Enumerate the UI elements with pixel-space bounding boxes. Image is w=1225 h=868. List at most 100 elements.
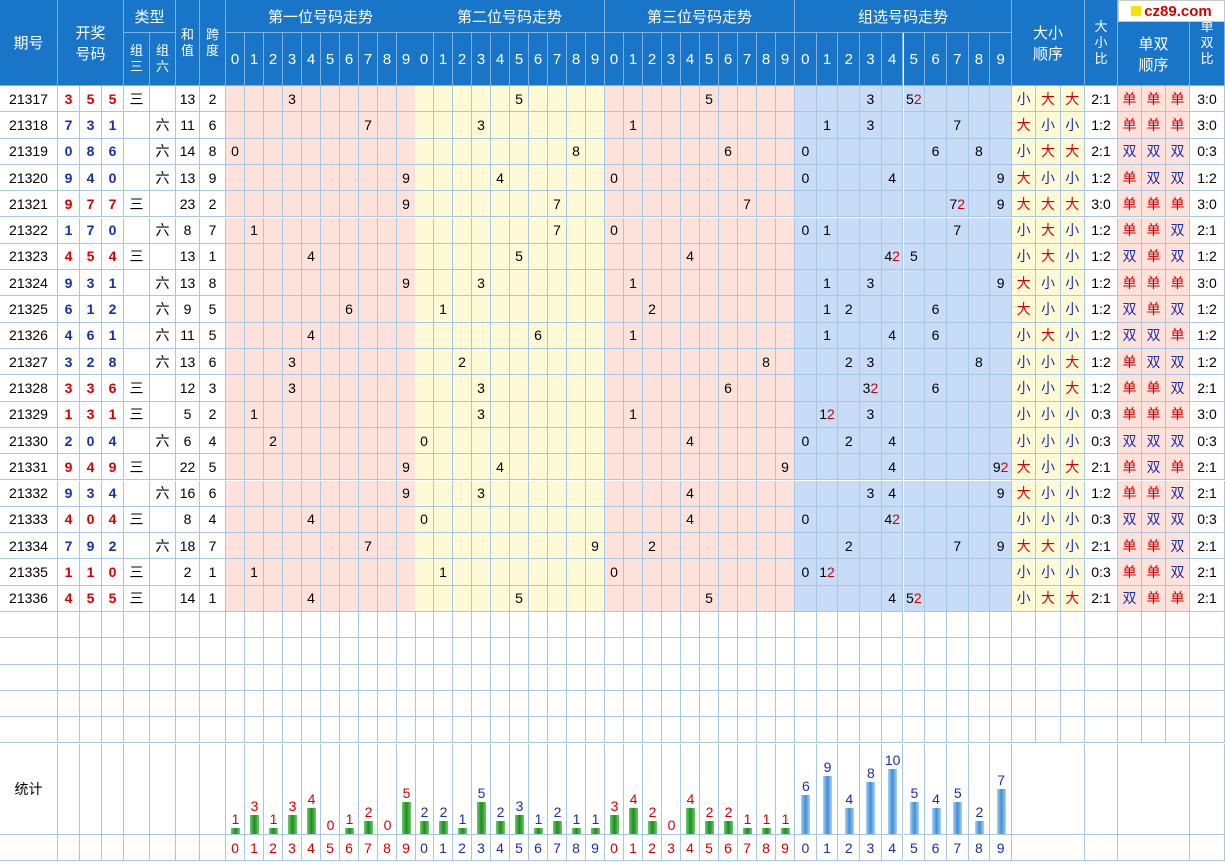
sum-cell: 18 — [176, 533, 200, 560]
empty-cell — [359, 612, 378, 639]
trend-cell — [700, 191, 719, 218]
trend-cell — [397, 296, 416, 323]
trend-number: 3 — [477, 379, 485, 396]
draw-number: 1 — [102, 270, 124, 297]
group-cell: 2 — [838, 427, 861, 455]
type-g3-cell — [124, 138, 150, 165]
type-g6-cell: 六 — [150, 270, 176, 297]
oddeven-cell: 单 — [1142, 480, 1166, 507]
trend-cell — [624, 585, 643, 612]
span-cell: 2 — [200, 86, 226, 113]
empty-cell — [397, 612, 416, 639]
trend-number: 3 — [288, 379, 296, 396]
bigsmall-cell: 大 — [1012, 191, 1037, 218]
trend-number: 3 — [477, 406, 485, 423]
trend-cell — [776, 559, 795, 586]
group-cell: 4 — [881, 585, 904, 612]
trend-cell — [245, 585, 264, 612]
draw-number: 7 — [58, 533, 80, 560]
footer-empty — [80, 835, 102, 861]
empty-cell — [757, 717, 776, 744]
bigsmall-ratio-cell: 3:0 — [1085, 191, 1118, 218]
trend-cell — [662, 427, 681, 455]
empty-cell — [124, 717, 150, 744]
trend-cell — [662, 191, 681, 218]
empty-cell — [264, 717, 283, 744]
trend-cell — [757, 191, 776, 218]
header-text-part: 度 — [205, 42, 219, 58]
trend-cell — [529, 506, 548, 534]
site-logo[interactable]: cz89.com — [1118, 0, 1225, 22]
trend-cell — [378, 164, 397, 192]
trend-cell — [378, 270, 397, 297]
empty-cell — [58, 690, 80, 718]
empty-cell — [776, 664, 795, 691]
header-digit: 0 — [415, 33, 434, 86]
bigsmall-ratio-cell: 0:3 — [1085, 559, 1118, 586]
oddeven-cell: 双 — [1142, 454, 1166, 481]
oddeven-cell: 单 — [1118, 533, 1142, 560]
trend-cell: 4 — [681, 427, 700, 455]
trend-cell — [321, 270, 340, 297]
group-cell: 6 — [925, 296, 947, 323]
trend-cell — [378, 217, 397, 244]
period-cell: 21331 — [0, 454, 58, 481]
bigsmall-cell: 小 — [1036, 375, 1061, 402]
trend-cell — [453, 401, 472, 428]
trend-cell — [700, 138, 719, 165]
empty-cell — [838, 612, 861, 639]
empty-cell — [510, 638, 529, 665]
empty-cell — [605, 638, 624, 665]
trend-cell — [245, 506, 264, 534]
draw-number: 5 — [102, 585, 124, 612]
type-g3-cell: 三 — [124, 243, 150, 271]
trend-cell — [453, 559, 472, 586]
trend-cell — [662, 559, 681, 586]
footer-digit: 7 — [548, 835, 567, 861]
empty-cell — [1166, 612, 1190, 639]
draw-number: 3 — [58, 349, 80, 376]
trend-number: 6 — [724, 379, 732, 396]
trend-cell — [567, 217, 586, 244]
trend-cell: 1 — [624, 401, 643, 428]
trend-cell — [586, 86, 605, 113]
trend-cell — [397, 559, 416, 586]
oddeven-ratio-cell: 2:1 — [1190, 480, 1225, 507]
trend-cell — [491, 296, 510, 323]
header-digit: 4 — [491, 33, 510, 86]
span-cell: 8 — [200, 138, 226, 165]
trend-cell — [415, 217, 434, 244]
trend-cell: 2 — [643, 296, 662, 323]
bigsmall-cell: 小 — [1012, 349, 1037, 376]
empty-cell — [838, 638, 861, 665]
footer-digit: 5 — [321, 835, 340, 861]
trend-number: 2 — [648, 537, 656, 554]
trend-cell — [472, 138, 491, 165]
trend-cell — [548, 533, 567, 560]
oddeven-ratio-cell: 0:3 — [1190, 506, 1225, 534]
trend-number: 4 — [888, 485, 897, 502]
trend-number: 6 — [534, 327, 542, 344]
trend-cell — [359, 191, 378, 218]
type-g6-cell: 六 — [150, 349, 176, 376]
trend-cell — [738, 243, 757, 271]
group-cell — [903, 480, 926, 507]
bigsmall-ratio-cell: 1:2 — [1085, 270, 1118, 297]
trend-cell — [757, 296, 776, 323]
trend-cell — [719, 506, 738, 534]
footer-digit: 0 — [605, 835, 624, 861]
draw-number: 9 — [58, 480, 80, 507]
group-cell — [903, 533, 926, 560]
trend-number: 8 — [975, 143, 983, 160]
bigsmall-cell: 小 — [1012, 138, 1037, 165]
group-cell — [925, 533, 947, 560]
footer-digit: 8 — [567, 835, 586, 861]
empty-cell — [1166, 690, 1190, 718]
span-cell: 6 — [200, 480, 226, 507]
trend-cell — [264, 138, 283, 165]
group-cell — [838, 322, 861, 349]
group-cell — [881, 375, 904, 402]
trend-number: 6 — [931, 143, 940, 160]
trend-cell — [302, 454, 321, 481]
trend-number: 1 — [250, 564, 258, 581]
